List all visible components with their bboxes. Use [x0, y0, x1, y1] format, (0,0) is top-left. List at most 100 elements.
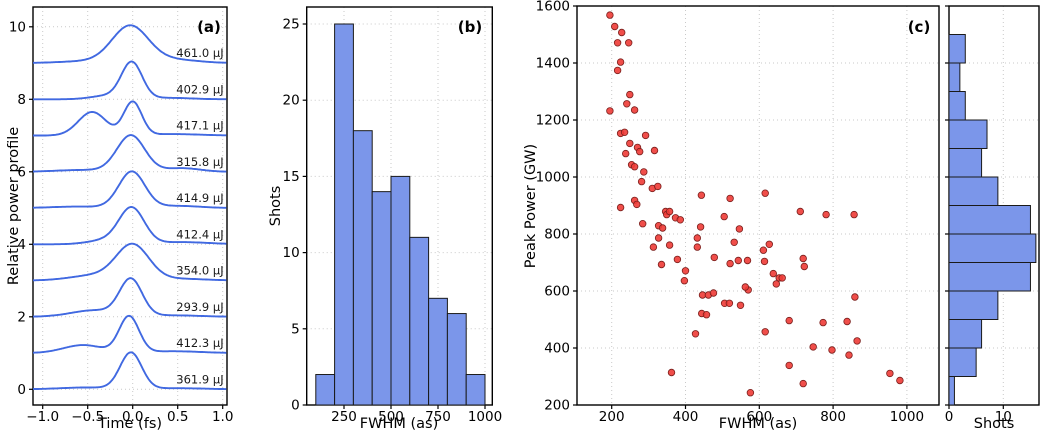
scatter-point [726, 194, 734, 203]
scatter-point [630, 162, 639, 171]
scatter-point [658, 224, 667, 232]
scatter-point [665, 241, 674, 249]
scatter-point [693, 243, 701, 251]
x-tick-label: 0 [945, 409, 954, 425]
x-tick-label: 500 [378, 409, 404, 425]
y-tick-label: 15 [283, 169, 300, 185]
scatter-point [636, 147, 644, 156]
pulse-profile-curve [33, 60, 227, 101]
marginal-histogram-bar [948, 91, 966, 121]
scatter-point [630, 106, 639, 114]
x-tick-label: 1.0 [212, 409, 233, 425]
scatter-point [649, 243, 658, 251]
scatter-point [736, 301, 745, 309]
scatter-point [886, 369, 894, 378]
scatter-point [759, 246, 768, 254]
pulse-profile-curve [33, 24, 227, 64]
scatter-point [772, 280, 780, 288]
pulse-profile-curve [32, 351, 227, 391]
scatter-point [743, 256, 752, 265]
scatter-point [843, 317, 851, 326]
marginal-histogram-bar [948, 319, 983, 349]
scatter-point [654, 234, 663, 242]
y-tick-label: 200 [544, 398, 570, 414]
scatter-point [765, 240, 773, 248]
y-tick-label: 2 [17, 309, 26, 325]
y-tick-label: 0 [291, 398, 300, 414]
scatter-point [641, 131, 650, 140]
marginal-histogram-bar [948, 148, 983, 178]
trace-energy-label: 461.0 μJ [176, 46, 223, 60]
scatter-point [760, 257, 769, 266]
scatter-point [613, 39, 622, 47]
scatter-point [657, 260, 666, 269]
panel-c: 200 400 600 800 1000 200 400 600 800 1000 1200 1400… [536, 0, 940, 425]
pulse-profile-curve [33, 206, 227, 246]
pulse-profile-curve [33, 242, 227, 282]
scatter-point [667, 368, 676, 377]
trace-energy-label: 315.8 μJ [176, 155, 223, 169]
scatter-point [681, 267, 690, 275]
x-tick-label: 250 [331, 409, 357, 425]
trace-energy-label: 412.3 μJ [176, 336, 223, 350]
pulse-profile-curve [33, 170, 227, 209]
marginal-histogram-bar [948, 233, 1037, 263]
scatter-point [693, 234, 701, 242]
panel-c-xaxis-label: FWHM (as) [718, 416, 798, 432]
scatter-point [613, 66, 622, 75]
scatter-point [611, 22, 619, 31]
scatter-point [626, 139, 634, 148]
scatter-point [622, 149, 630, 158]
scatter-point [796, 207, 804, 216]
scatter-point [851, 293, 859, 301]
panel-b-letter: (b) [457, 18, 483, 36]
scatter-point [616, 58, 625, 66]
x-tick-label: 800 [820, 409, 846, 425]
trace-energy-label: 417.1 μJ [176, 119, 223, 133]
y-tick-label: 600 [544, 284, 570, 300]
x-tick-label: 0.0 [122, 409, 143, 425]
x-tick-label: 10 [995, 409, 1012, 425]
panel-b-xaxis-label: FWHM (as) [359, 416, 439, 432]
scatter-point [778, 274, 786, 282]
marginal-histogram-bar [948, 119, 988, 149]
y-tick-label: 10 [9, 19, 26, 35]
marginal-histogram-bar [948, 290, 999, 320]
scatter-point [606, 11, 614, 19]
scatter-point [639, 219, 647, 228]
x-tick-label: 1000 [468, 409, 502, 425]
scatter-point [726, 259, 734, 268]
scatter-point [616, 203, 625, 212]
y-tick-label: 800 [544, 227, 570, 243]
pulse-profile-curve [33, 100, 227, 137]
y-tick-label: 20 [283, 93, 300, 109]
scatter-point [799, 379, 807, 388]
scatter-point [800, 262, 808, 271]
scatter-point [620, 128, 629, 136]
scatter-point [785, 361, 793, 370]
pulse-profile-curve [33, 314, 227, 354]
scatter-point [809, 343, 817, 351]
scatter-point [606, 107, 614, 115]
scatter-point [785, 316, 793, 325]
scatter-point [734, 256, 742, 265]
histogram-bar [409, 236, 430, 406]
histogram-bar [446, 313, 467, 406]
scatter-point [761, 328, 769, 336]
scatter-point [625, 39, 633, 47]
scatter-point [673, 255, 682, 264]
marginal-histogram-bar [948, 262, 1031, 292]
y-tick-label: 0 [17, 382, 26, 398]
trace-energy-label: 361.9 μJ [176, 372, 223, 386]
x-tick-label: 1000 [890, 409, 924, 425]
panel-c-yaxis-label: Peak Power (GW) [523, 143, 539, 269]
scatter-point [853, 337, 861, 345]
scatter-point [702, 311, 711, 319]
y-tick-label: 10 [283, 245, 300, 261]
panel-d-bars [948, 34, 1037, 406]
marginal-histogram-bar [948, 205, 1031, 235]
scatter-point [828, 346, 836, 354]
trace-energy-label: 402.9 μJ [176, 82, 223, 96]
y-tick-label: 1200 [536, 113, 570, 129]
